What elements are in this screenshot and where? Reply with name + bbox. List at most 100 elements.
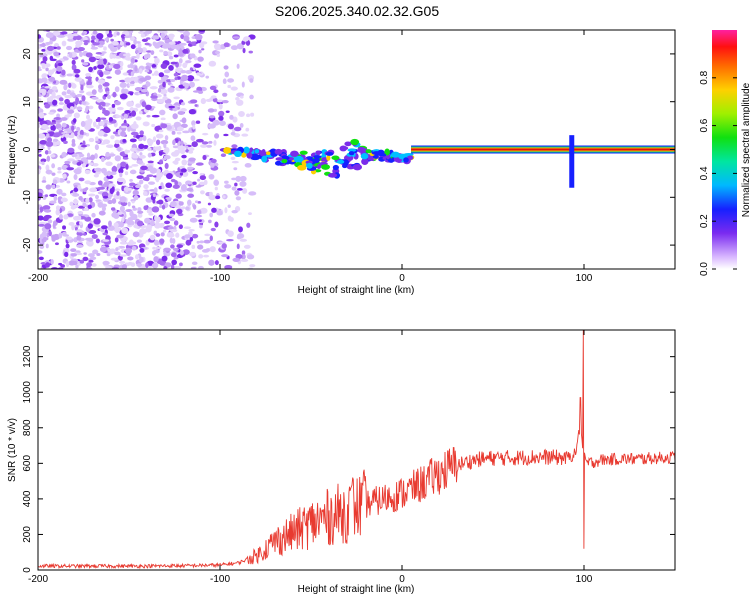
- noise-blob: [42, 56, 48, 62]
- noise-blob: [115, 247, 119, 252]
- noise-blob: [110, 108, 117, 112]
- signal-blob: [360, 153, 369, 160]
- noise-blob: [227, 204, 231, 208]
- noise-blob: [48, 111, 55, 115]
- noise-blob: [243, 244, 251, 249]
- noise-blob: [77, 211, 84, 215]
- signal-blob: [246, 151, 253, 159]
- noise-blob: [41, 65, 46, 69]
- noise-blob: [164, 188, 170, 192]
- noise-blob: [229, 114, 234, 120]
- noise-blob: [136, 52, 140, 59]
- noise-blob: [178, 42, 187, 46]
- noise-blob: [95, 51, 103, 55]
- noise-blob: [91, 234, 98, 240]
- noise-blob: [38, 215, 44, 221]
- noise-blob: [107, 199, 113, 205]
- noise-blob: [102, 107, 106, 113]
- noise-blob: [173, 72, 179, 77]
- noise-blob: [74, 200, 79, 204]
- noise-blob: [167, 226, 174, 230]
- noise-blob: [156, 172, 163, 178]
- noise-blob: [115, 114, 121, 118]
- noise-blob: [170, 79, 176, 82]
- figure-title: S206.2025.340.02.32.G05: [275, 3, 439, 19]
- noise-blob: [185, 70, 193, 75]
- noise-blob: [117, 211, 123, 215]
- noise-blob: [130, 123, 139, 130]
- noise-blob: [76, 235, 82, 241]
- noise-blob: [153, 70, 159, 76]
- noise-blob: [66, 167, 75, 171]
- noise-blob: [76, 244, 84, 248]
- noise-blob: [133, 155, 139, 159]
- carrier-track-core: [411, 148, 675, 151]
- spectrogram-x-tick-label: 100: [576, 273, 593, 284]
- noise-blob: [154, 42, 161, 49]
- noise-blob: [130, 131, 139, 136]
- noise-blob: [191, 261, 198, 266]
- noise-blob: [249, 264, 256, 268]
- signal-blob: [344, 141, 352, 147]
- noise-blob: [106, 144, 114, 149]
- noise-blob: [92, 41, 100, 46]
- noise-blob: [156, 98, 165, 103]
- noise-blob: [148, 213, 154, 216]
- noise-blob: [131, 164, 139, 167]
- noise-blob: [68, 134, 74, 139]
- noise-blob: [168, 105, 176, 109]
- noise-blob: [172, 139, 176, 146]
- noise-blob: [122, 72, 129, 76]
- noise-blob: [97, 64, 105, 70]
- noise-blob: [180, 206, 186, 210]
- noise-blob: [79, 259, 85, 264]
- noise-blob: [145, 226, 152, 233]
- noise-blob: [150, 95, 158, 99]
- noise-blob: [164, 169, 169, 174]
- noise-blob: [169, 229, 178, 233]
- noise-blob: [97, 180, 103, 186]
- noise-blob: [202, 132, 209, 136]
- noise-blob: [81, 163, 87, 168]
- noise-blob: [51, 91, 56, 98]
- noise-blob: [66, 109, 75, 114]
- noise-blob: [168, 41, 176, 45]
- noise-blob: [146, 50, 152, 53]
- noise-blob: [45, 243, 49, 249]
- noise-blob: [57, 62, 63, 67]
- noise-blob: [213, 43, 221, 50]
- noise-blob: [152, 250, 157, 256]
- noise-blob: [231, 144, 238, 149]
- noise-blob: [216, 53, 221, 57]
- noise-blob: [197, 90, 204, 94]
- noise-blob: [200, 144, 208, 148]
- signal-blob: [396, 159, 402, 163]
- noise-blob: [116, 191, 120, 196]
- noise-blob: [83, 40, 90, 43]
- noise-blob: [199, 207, 208, 214]
- noise-blob: [194, 104, 198, 107]
- noise-blob: [73, 30, 79, 33]
- snr-series-line: [38, 330, 675, 570]
- noise-blob: [184, 206, 190, 211]
- noise-blob: [135, 134, 140, 139]
- noise-blob: [130, 241, 137, 245]
- noise-blob: [79, 221, 83, 226]
- signal-blob: [371, 151, 382, 155]
- noise-blob: [129, 36, 135, 41]
- noise-blob: [114, 139, 120, 145]
- noise-blob: [235, 96, 240, 101]
- noise-blob: [90, 154, 96, 161]
- noise-blob: [102, 195, 109, 199]
- noise-blob: [82, 202, 87, 207]
- noise-blob: [164, 162, 169, 170]
- noise-blob: [88, 56, 97, 63]
- noise-blob: [86, 80, 93, 86]
- noise-blob: [169, 217, 176, 222]
- noise-blob: [139, 179, 144, 185]
- noise-blob: [151, 206, 160, 213]
- noise-blob: [214, 221, 219, 228]
- noise-blob: [138, 154, 146, 159]
- noise-blob: [169, 35, 174, 40]
- noise-blob: [113, 63, 121, 69]
